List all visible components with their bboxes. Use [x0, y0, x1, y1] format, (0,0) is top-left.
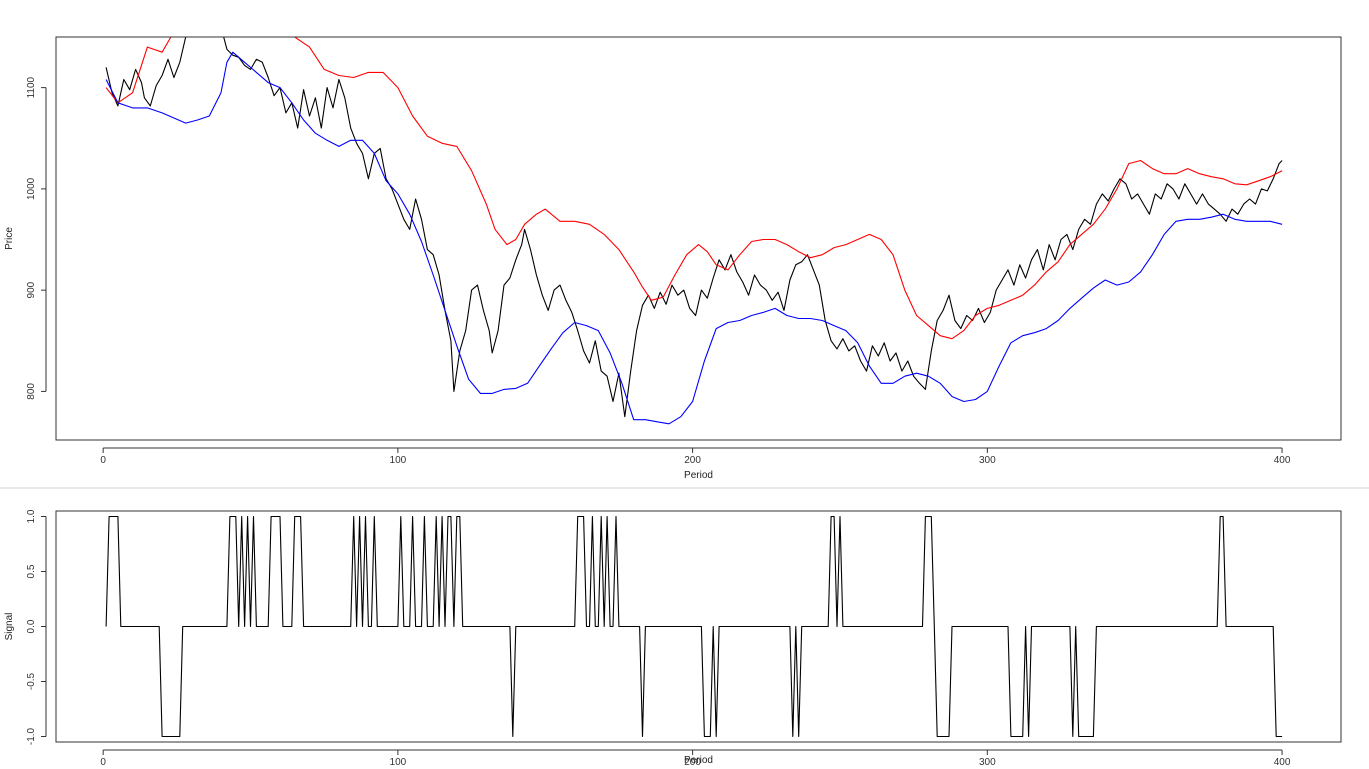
- y-tick-label: 1000: [26, 177, 37, 200]
- y-axis-label: Signal: [4, 613, 15, 641]
- x-tick-label: 100: [390, 757, 407, 768]
- y-tick-label: -0.5: [26, 672, 37, 690]
- y-tick-label: 0.5: [26, 564, 37, 578]
- y-tick-label: 1100: [26, 76, 37, 98]
- signal-panel: 0 100 200 300 400 -1.0 -0.5 0.0 0.5 1.0 Period Sign…: [4, 509, 1342, 768]
- series-line-black: [105, 515, 1283, 738]
- y-tick-label: 800: [26, 383, 37, 400]
- series-line-black: [105, 37, 1283, 418]
- y-axis-label: Price: [4, 227, 15, 250]
- x-tick-label: 400: [1274, 455, 1291, 466]
- x-tick-label: 0: [100, 455, 106, 466]
- plot-frame: [55, 36, 1342, 441]
- series-line-red: [105, 37, 1283, 340]
- x-axis-label: Period: [684, 755, 713, 766]
- x-tick-label: 300: [979, 757, 996, 768]
- series-line-blue: [105, 51, 1283, 425]
- y-tick-label: 900: [26, 281, 37, 298]
- x-tick-label: 100: [390, 455, 407, 466]
- x-tick-label: 400: [1274, 757, 1291, 768]
- price-panel: 0 100 200 300 400 800 900 1000 1100 Period Price: [4, 36, 1342, 481]
- y-tick-label: -1.0: [26, 727, 37, 745]
- plot-frame: [55, 510, 1342, 743]
- x-axis-label: Period: [684, 470, 713, 481]
- x-tick-label: 200: [684, 455, 701, 466]
- x-tick-label: 300: [979, 455, 996, 466]
- y-tick-label: 1.0: [26, 509, 37, 523]
- y-tick-label: 0.0: [26, 619, 37, 633]
- x-tick-label: 0: [100, 757, 106, 768]
- x-tick-label: 200: [684, 757, 701, 768]
